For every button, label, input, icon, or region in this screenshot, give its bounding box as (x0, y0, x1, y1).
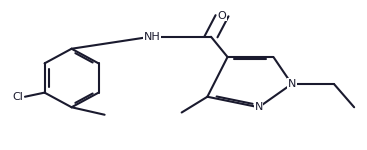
Text: Cl: Cl (12, 92, 23, 102)
Text: N: N (288, 79, 296, 89)
Text: N: N (255, 102, 263, 112)
Text: O: O (218, 11, 226, 21)
Text: NH: NH (144, 32, 161, 42)
